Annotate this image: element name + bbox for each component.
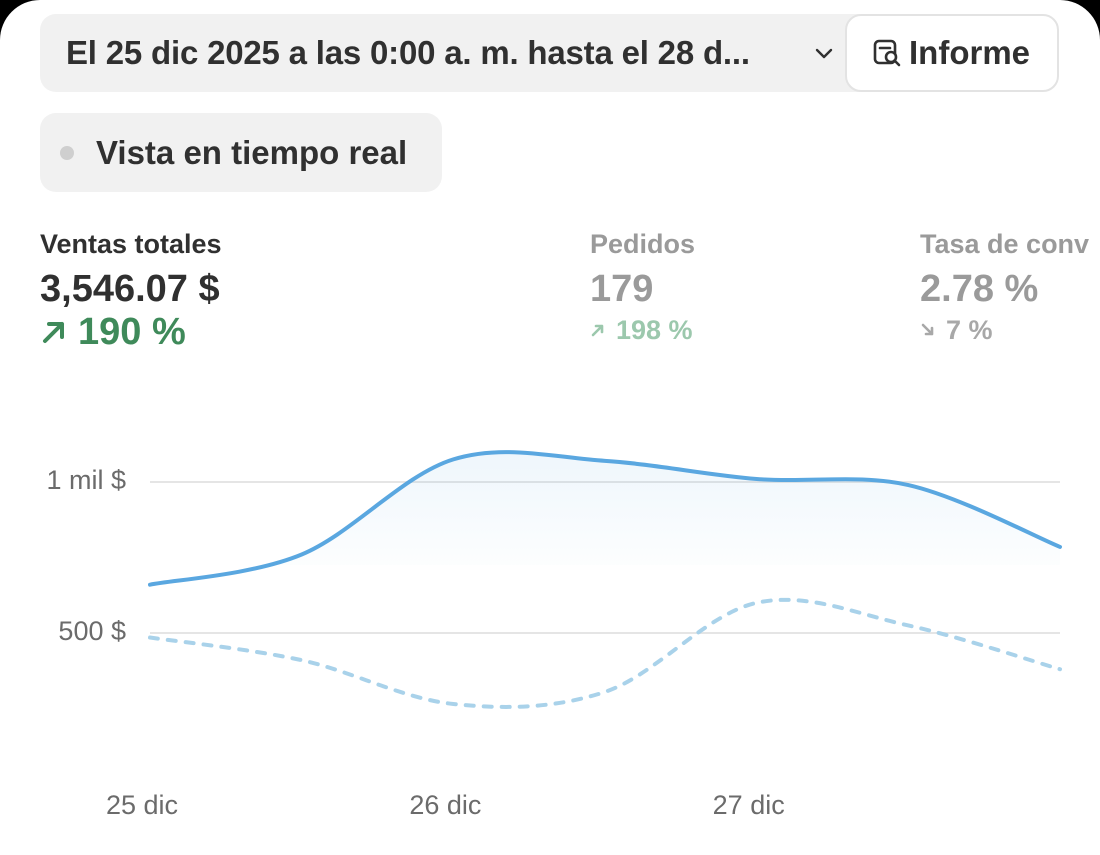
series-line-current-period [148, 450, 1062, 587]
metric-title: Tasa de conv [920, 229, 1090, 259]
date-range-picker[interactable]: El 25 dic 2025 a las 0:00 a. m. hasta el… [40, 14, 870, 92]
metric-change: 198 % [590, 314, 695, 346]
metric-title: Ventas totales [40, 229, 222, 259]
report-label: Informe [909, 34, 1031, 71]
report-search-icon [873, 39, 901, 67]
arrow-up-right-icon [43, 322, 64, 343]
realtime-label: Vista en tiempo real [96, 133, 408, 171]
arrow-up-right-icon [591, 324, 604, 337]
metric-value: 2.78 % [920, 268, 1039, 310]
x-axis-tick-label: 27 dic [712, 790, 785, 820]
metric-value: 3,546.07 $ [40, 268, 220, 310]
realtime-view-button[interactable]: Vista en tiempo real [40, 113, 442, 192]
metric-change-value: 190 % [78, 311, 186, 353]
arrow-down-right-icon [921, 323, 934, 336]
metric-title: Pedidos [590, 229, 696, 259]
metric-orders[interactable]: Pedidos 179 198 % [590, 228, 695, 346]
metric-change-value: 7 % [946, 315, 993, 345]
x-axis-tick-label: 26 dic [409, 790, 482, 820]
metric-conversion-rate[interactable]: Tasa de conv 2.78 % 7 % [920, 228, 1089, 346]
metric-total-sales[interactable]: Ventas totales 3,546.07 $ 190 % [40, 228, 222, 352]
series-line-previous-period [148, 597, 1062, 709]
report-button[interactable]: Informe [845, 14, 1059, 92]
metric-change-value: 198 % [616, 315, 693, 345]
metric-change: 7 % [920, 314, 1089, 346]
y-axis-tick-label: 1 mil $ [46, 465, 126, 495]
y-axis-tick-label: 500 $ [58, 616, 126, 646]
x-axis-tick-label: 25 dic [106, 790, 179, 820]
realtime-status-dot [60, 145, 74, 160]
metric-value: 179 [590, 268, 654, 310]
series-area-fill [150, 452, 1060, 565]
chevron-down-icon [815, 48, 833, 59]
metric-change: 190 % [40, 312, 222, 352]
